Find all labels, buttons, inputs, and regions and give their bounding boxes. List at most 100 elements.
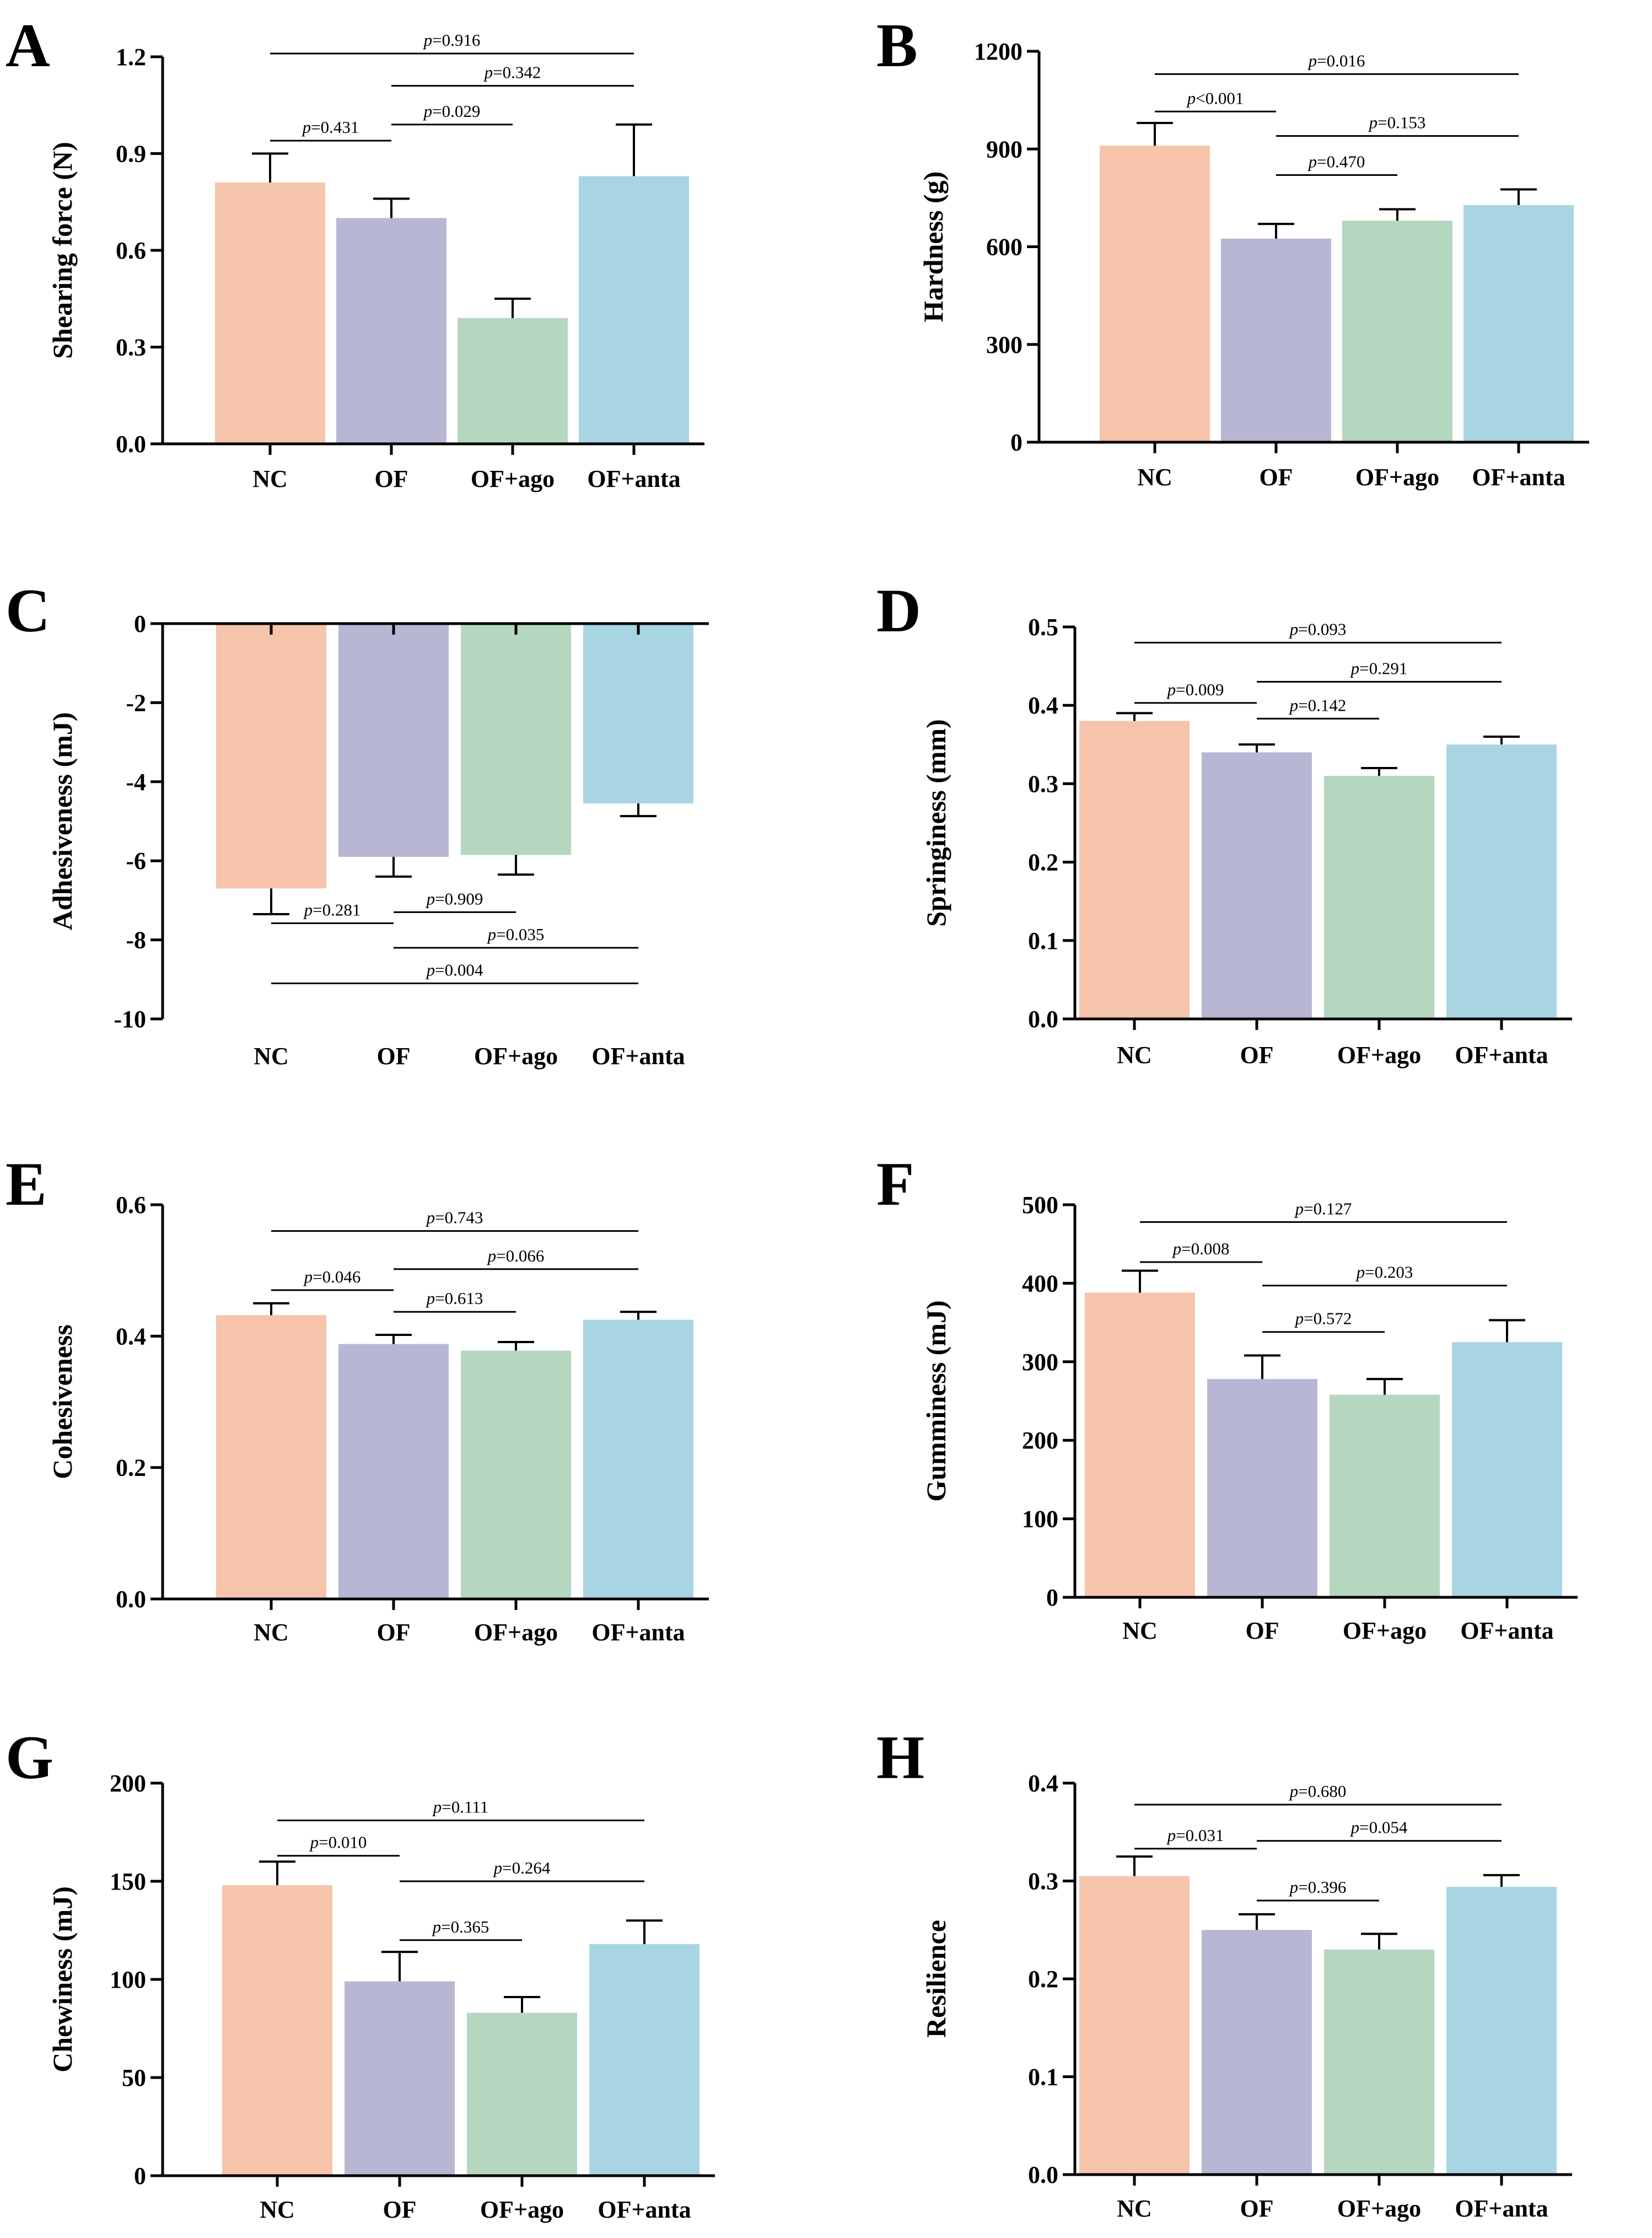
error-bar-a-2 xyxy=(494,297,531,318)
y-tick-label-h-4: 0.4 xyxy=(1028,1770,1058,1797)
error-bar-b-1 xyxy=(1258,223,1294,239)
y-tick-label-d-3: 0.3 xyxy=(1028,770,1058,797)
error-bar-d-3 xyxy=(1483,736,1520,745)
p-value-label-b-2: p<0.001 xyxy=(1186,88,1244,108)
category-label-g-2: OF+ago xyxy=(480,2196,564,2223)
p-value-label-b-3: p=0.016 xyxy=(1307,51,1365,70)
y-tick-label-b-1: 300 xyxy=(986,331,1023,358)
error-bar-f-2 xyxy=(1366,1378,1403,1395)
y-tick-label-a-1: 0.3 xyxy=(116,334,146,361)
y-tick-label-g-2: 100 xyxy=(110,1966,146,1993)
category-label-g-3: OF+anta xyxy=(598,2196,691,2223)
chart-panel-b: B Hardness (g) 0 300 600 900 1200 NC OF OF+ago OF+… xyxy=(876,12,1589,491)
y-tick-label-g-4: 200 xyxy=(110,1770,146,1797)
category-label-e-0: NC xyxy=(254,1619,289,1646)
y-tick-label-f-0: 0 xyxy=(1046,1584,1058,1611)
bar-e-1 xyxy=(338,1344,449,1599)
bar-c-2 xyxy=(461,624,571,855)
p-value-label-a-0: p=0.431 xyxy=(302,117,359,137)
error-bar-c-1 xyxy=(375,857,412,878)
chart-panel-c: C Adhesiveness (mJ) -10 -8 -6 -4 -2 0 NC OF OF+ago… xyxy=(6,577,709,1070)
y-tick-label-g-1: 50 xyxy=(122,2064,146,2091)
error-bar-f-1 xyxy=(1244,1354,1280,1380)
error-bar-h-2 xyxy=(1361,1933,1397,1950)
panel-letter-g: G xyxy=(6,1724,53,1792)
chart-panel-f: F Gumminess (mJ) 0 100 200 300 400 500 NC OF OF+ag… xyxy=(876,1150,1578,1644)
error-bar-g-3 xyxy=(626,1919,663,1944)
category-label-g-0: NC xyxy=(260,2196,295,2223)
bar-f-0 xyxy=(1085,1292,1195,1597)
y-tick-label-g-0: 0 xyxy=(134,2162,146,2189)
error-bar-h-0 xyxy=(1116,1855,1153,1876)
p-value-label-g-1: p=0.264 xyxy=(493,1858,551,1877)
error-bar-g-0 xyxy=(259,1860,295,1886)
y-tick-label-a-2: 0.6 xyxy=(116,237,146,264)
error-bar-f-3 xyxy=(1489,1319,1525,1343)
p-value-label-a-2: p=0.342 xyxy=(483,63,541,82)
y-tick-label-f-2: 200 xyxy=(1022,1427,1058,1454)
category-label-a-1: OF xyxy=(374,465,408,492)
y-tick-label-c-2: -6 xyxy=(126,847,146,874)
y-tick-label-c-3: -4 xyxy=(126,769,146,796)
y-tick-label-d-1: 0.1 xyxy=(1028,927,1058,954)
bar-c-0 xyxy=(216,624,326,889)
panel-letter-c: C xyxy=(6,577,50,645)
error-bar-d-1 xyxy=(1239,743,1275,753)
y-tick-label-e-0: 0.0 xyxy=(116,1586,146,1613)
p-value-label-c-1: p=0.281 xyxy=(303,900,361,919)
error-bar-f-0 xyxy=(1122,1269,1158,1293)
error-bar-d-2 xyxy=(1361,766,1397,776)
bar-d-3 xyxy=(1446,744,1557,1019)
p-value-label-b-1: p=0.153 xyxy=(1368,113,1426,132)
bar-h-1 xyxy=(1202,1930,1312,2175)
y-tick-label-c-0: -10 xyxy=(114,1006,146,1033)
error-bar-h-3 xyxy=(1483,1874,1520,1887)
category-label-e-2: OF+ago xyxy=(474,1619,558,1646)
error-bar-a-1 xyxy=(373,197,410,218)
error-bar-d-0 xyxy=(1116,712,1153,721)
error-bar-b-0 xyxy=(1137,121,1173,146)
p-value-label-h-2: p=0.054 xyxy=(1350,1818,1408,1837)
panel-letter-f: F xyxy=(876,1150,914,1219)
y-tick-label-f-4: 400 xyxy=(1022,1270,1058,1297)
category-label-d-1: OF xyxy=(1240,1042,1273,1069)
p-value-label-f-1: p=0.203 xyxy=(1355,1263,1413,1282)
y-axis-label-g: Chewiness (mJ) xyxy=(47,1886,78,2072)
p-value-label-f-3: p=0.127 xyxy=(1294,1199,1352,1218)
y-tick-label-f-1: 100 xyxy=(1022,1506,1058,1533)
p-value-label-e-2: p=0.066 xyxy=(487,1246,545,1265)
panel-letter-d: D xyxy=(876,577,921,645)
p-value-label-g-2: p=0.010 xyxy=(309,1833,367,1852)
bar-b-1 xyxy=(1221,238,1331,442)
category-label-a-0: NC xyxy=(252,465,288,492)
y-tick-label-c-5: 0 xyxy=(134,610,146,637)
y-tick-label-d-5: 0.5 xyxy=(1028,614,1058,641)
bar-d-2 xyxy=(1324,776,1434,1019)
error-bar-c-2 xyxy=(498,855,534,876)
y-tick-label-a-0: 0.0 xyxy=(116,431,146,458)
p-value-label-e-3: p=0.743 xyxy=(426,1208,483,1227)
category-label-c-0: NC xyxy=(254,1043,289,1070)
bar-c-1 xyxy=(338,624,449,857)
p-value-label-e-0: p=0.613 xyxy=(426,1289,483,1308)
p-value-label-d-0: p=0.142 xyxy=(1289,695,1347,715)
y-tick-label-e-2: 0.4 xyxy=(116,1323,146,1350)
y-tick-label-f-5: 500 xyxy=(1022,1192,1058,1219)
error-bar-g-1 xyxy=(381,1951,418,1982)
category-label-h-3: OF+anta xyxy=(1455,2195,1548,2222)
p-value-label-e-1: p=0.046 xyxy=(303,1267,361,1286)
panel-letter-b: B xyxy=(876,12,918,80)
p-value-label-h-3: p=0.680 xyxy=(1289,1781,1347,1801)
p-value-label-c-2: p=0.035 xyxy=(487,925,545,944)
chart-panel-a: A Shearing force (N) 0.0 0.3 0.6 0.9 1.2 NC OF OF… xyxy=(6,12,704,492)
p-value-label-a-3: p=0.916 xyxy=(423,30,481,50)
bar-f-3 xyxy=(1452,1342,1562,1597)
y-axis-label-e: Cohesiveness xyxy=(47,1324,78,1479)
bar-a-0 xyxy=(215,183,325,444)
bar-e-3 xyxy=(583,1319,693,1599)
error-bar-c-0 xyxy=(253,888,289,915)
panel-letter-a: A xyxy=(6,12,50,80)
category-label-e-1: OF xyxy=(376,1619,410,1646)
bar-g-0 xyxy=(222,1885,332,2176)
